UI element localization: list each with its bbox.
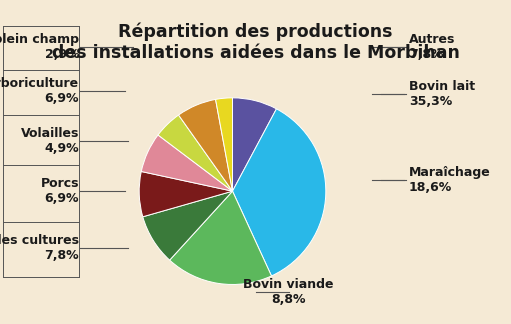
Text: Horti-arboriculture
6,9%: Horti-arboriculture 6,9% — [0, 77, 79, 105]
Text: Légumes plein champ
2,9%: Légumes plein champ 2,9% — [0, 33, 79, 61]
Text: Bovin lait
35,3%: Bovin lait 35,3% — [409, 80, 475, 108]
Wedge shape — [139, 171, 233, 217]
Text: Porcs
6,9%: Porcs 6,9% — [41, 177, 79, 205]
Text: Bovin viande
8,8%: Bovin viande 8,8% — [243, 278, 334, 306]
Text: Volailles
4,9%: Volailles 4,9% — [21, 127, 79, 155]
Wedge shape — [143, 191, 233, 260]
Wedge shape — [233, 109, 326, 276]
Text: Grandes cultures
7,8%: Grandes cultures 7,8% — [0, 234, 79, 262]
Wedge shape — [216, 98, 233, 191]
Text: Autres
7,8%: Autres 7,8% — [409, 33, 455, 61]
Wedge shape — [233, 98, 276, 191]
Text: Répartition des productions
des installations aidées dans le Morbihan: Répartition des productions des installa… — [52, 23, 459, 62]
Wedge shape — [170, 191, 271, 284]
Text: Maraîchage
18,6%: Maraîchage 18,6% — [409, 166, 491, 194]
Wedge shape — [141, 135, 233, 191]
Wedge shape — [178, 99, 233, 191]
Wedge shape — [158, 115, 233, 191]
